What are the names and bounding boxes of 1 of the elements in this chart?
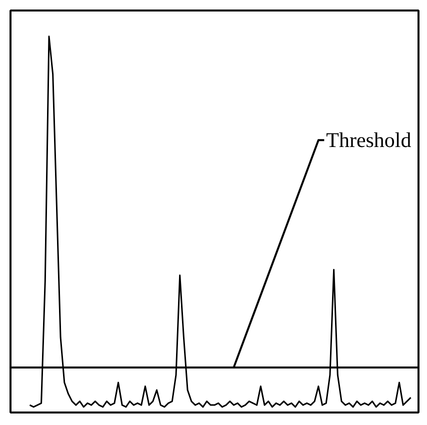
ref-line-label: Threshold [326,128,412,152]
